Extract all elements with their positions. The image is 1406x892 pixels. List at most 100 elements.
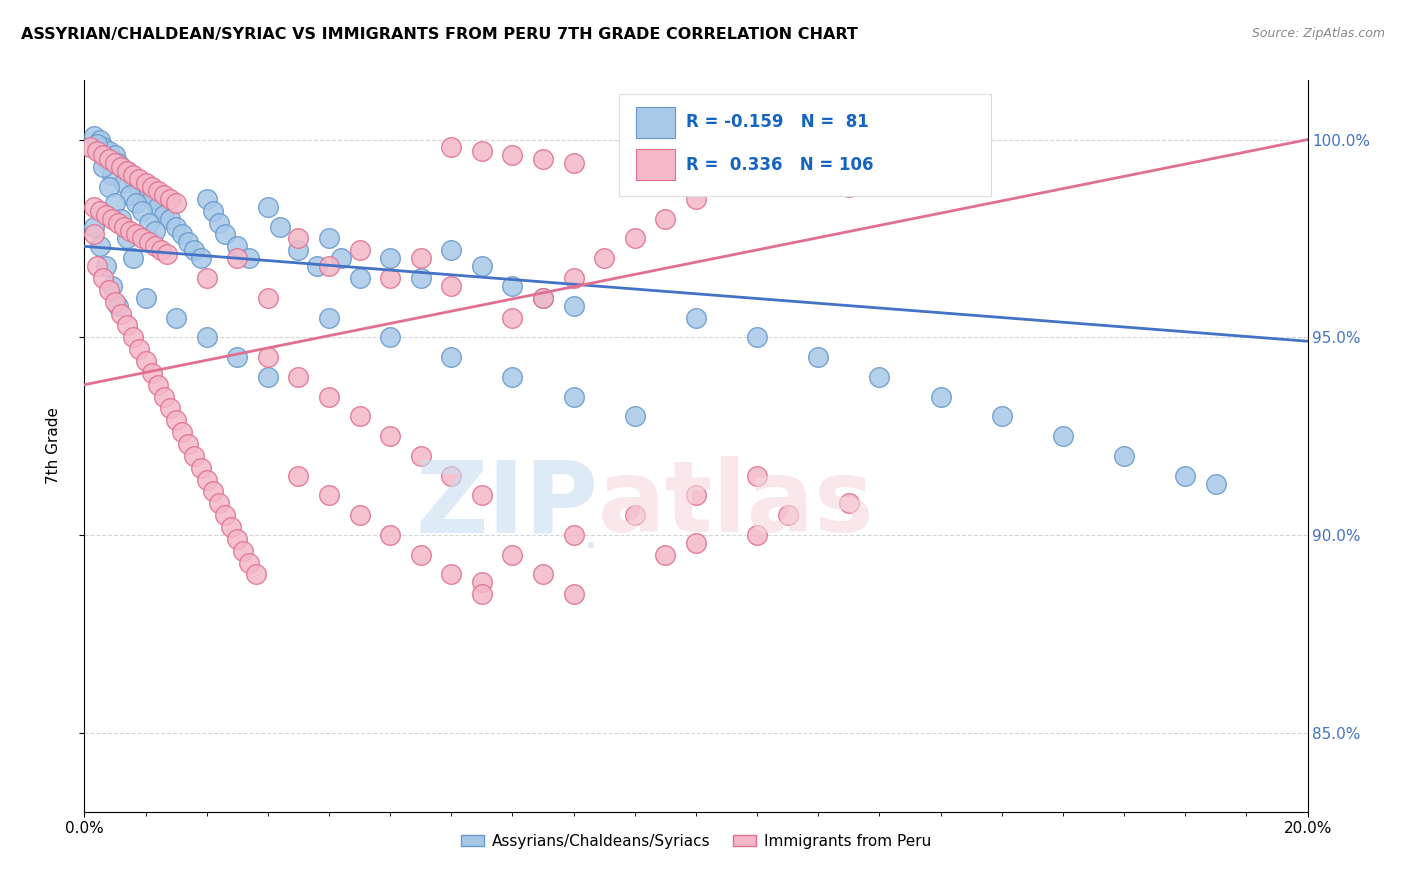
Point: [104, 195, 127, 210]
Point: [195, 330, 218, 344]
Point: [115, 164, 138, 178]
Point: [107, 216, 129, 230]
Point: [128, 180, 150, 194]
Point: [110, 211, 132, 226]
Point: [624, 508, 647, 523]
Point: [471, 145, 494, 159]
Point: [226, 251, 249, 265]
Point: [165, 310, 187, 325]
Point: [502, 310, 524, 325]
Point: [104, 148, 127, 162]
Point: [232, 543, 254, 558]
Point: [593, 251, 616, 265]
Point: [991, 409, 1014, 424]
Point: [138, 216, 160, 230]
Point: [257, 291, 280, 305]
Point: [208, 496, 231, 510]
Point: [219, 520, 242, 534]
Point: [110, 161, 132, 175]
Point: [86, 136, 108, 151]
Point: [409, 449, 432, 463]
Point: [349, 508, 371, 523]
Point: [502, 548, 524, 562]
Point: [531, 567, 554, 582]
Point: [122, 251, 145, 265]
Point: [1052, 429, 1074, 443]
Point: [1114, 449, 1136, 463]
Point: [201, 484, 224, 499]
Point: [562, 271, 585, 285]
Point: [131, 203, 153, 218]
Point: [190, 460, 212, 475]
Point: [685, 536, 707, 550]
Point: [747, 330, 769, 344]
Point: [562, 390, 585, 404]
Point: [349, 271, 371, 285]
Point: [94, 153, 117, 167]
Point: [128, 342, 150, 356]
Point: [287, 231, 309, 245]
Point: [79, 140, 101, 154]
Point: [287, 244, 309, 258]
Point: [562, 587, 585, 601]
Point: [104, 156, 127, 170]
Point: [269, 219, 291, 234]
Point: [183, 244, 205, 258]
Point: [747, 528, 769, 542]
Point: [143, 239, 166, 253]
Point: [101, 168, 124, 182]
Point: [107, 156, 129, 170]
Text: R = -0.159   N =  81: R = -0.159 N = 81: [686, 113, 869, 131]
Point: [112, 176, 135, 190]
Point: [1205, 476, 1227, 491]
Point: [330, 251, 353, 265]
Point: [201, 203, 224, 218]
Point: [153, 390, 176, 404]
Point: [159, 192, 181, 206]
Point: [91, 161, 114, 175]
Point: [165, 219, 187, 234]
Point: [654, 548, 676, 562]
Point: [471, 488, 494, 502]
Point: [245, 567, 267, 582]
Point: [226, 532, 249, 546]
Point: [287, 369, 309, 384]
Point: [776, 508, 799, 523]
Point: [143, 223, 166, 237]
Point: [120, 223, 142, 237]
Point: [94, 259, 117, 273]
Point: [838, 180, 860, 194]
Point: [531, 153, 554, 167]
Point: [86, 259, 108, 273]
Point: [110, 307, 132, 321]
Point: [257, 350, 280, 364]
Point: [929, 390, 952, 404]
Point: [183, 449, 205, 463]
Point: [153, 208, 176, 222]
Point: [115, 231, 138, 245]
Point: [115, 164, 138, 178]
Point: [409, 271, 432, 285]
Point: [440, 567, 463, 582]
Point: [409, 548, 432, 562]
Point: [89, 239, 111, 253]
Text: .: .: [582, 509, 598, 558]
Point: [97, 180, 120, 194]
Text: ZIP: ZIP: [415, 456, 598, 553]
Point: [91, 140, 114, 154]
Point: [94, 208, 117, 222]
Point: [122, 330, 145, 344]
Point: [257, 369, 280, 384]
Point: [120, 188, 142, 202]
Point: [172, 425, 194, 439]
Point: [318, 390, 340, 404]
Point: [146, 377, 169, 392]
Point: [318, 259, 340, 273]
Point: [869, 369, 891, 384]
Point: [685, 310, 707, 325]
Point: [97, 153, 120, 167]
Point: [238, 556, 260, 570]
Point: [685, 192, 707, 206]
Text: R =  0.336   N = 106: R = 0.336 N = 106: [686, 156, 873, 174]
Point: [146, 184, 169, 198]
